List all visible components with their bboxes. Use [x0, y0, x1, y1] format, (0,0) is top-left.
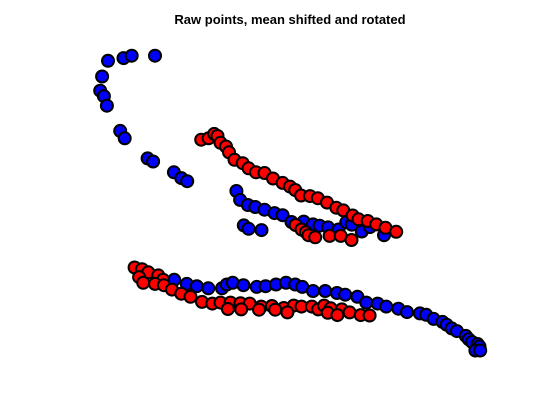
series-layer — [93, 48, 488, 358]
data-point — [359, 295, 374, 310]
data-point — [180, 174, 195, 189]
data-point — [220, 302, 235, 316]
series-0 — [93, 48, 488, 358]
data-point — [379, 299, 394, 314]
data-point — [148, 48, 162, 63]
data-point — [252, 302, 266, 317]
data-point — [308, 230, 323, 245]
data-point — [95, 69, 110, 84]
data-point — [362, 308, 377, 323]
chart-title: Raw points, mean shifted and rotated — [174, 12, 405, 27]
data-point — [201, 281, 216, 296]
data-point — [338, 287, 353, 302]
data-point — [268, 302, 283, 317]
data-point — [400, 305, 414, 320]
data-point — [117, 131, 132, 146]
data-point — [306, 284, 320, 298]
data-point — [318, 284, 333, 298]
data-point — [146, 154, 161, 169]
data-point — [389, 224, 404, 239]
data-point — [280, 305, 295, 320]
data-point — [241, 221, 256, 236]
series-1 — [127, 126, 404, 323]
data-point — [330, 308, 345, 323]
data-point — [234, 302, 249, 317]
data-point — [183, 289, 198, 304]
data-point — [236, 278, 251, 293]
data-point — [275, 208, 290, 223]
data-point — [99, 98, 114, 113]
data-point — [254, 223, 269, 238]
data-point — [136, 275, 151, 290]
data-point — [101, 53, 115, 68]
data-point — [344, 233, 359, 247]
data-point — [473, 343, 488, 358]
data-point — [124, 48, 139, 63]
data-point — [342, 305, 357, 320]
